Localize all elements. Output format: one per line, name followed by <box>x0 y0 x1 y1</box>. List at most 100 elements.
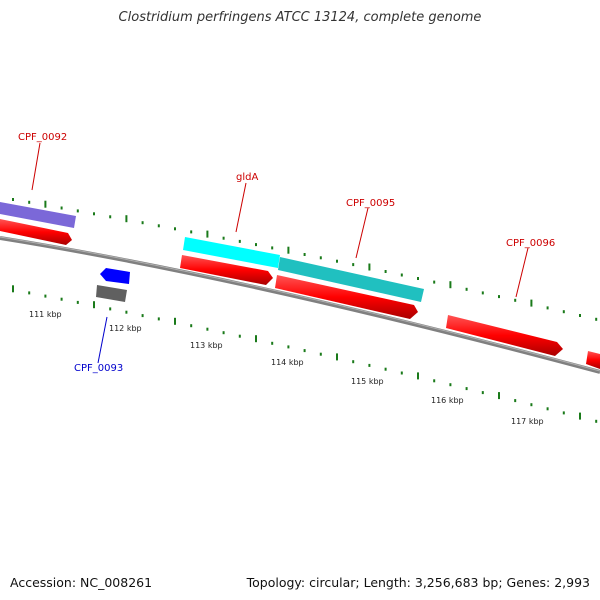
scale-label-115: 115 kbp <box>351 377 384 386</box>
major-tick <box>125 215 128 223</box>
minor-tick <box>352 263 355 267</box>
minor-tick <box>12 198 14 201</box>
major-tick <box>93 301 95 309</box>
minor-tick <box>579 314 581 317</box>
leader-cpf-0093 <box>97 316 108 364</box>
minor-tick <box>76 300 79 304</box>
minor-tick <box>562 411 565 415</box>
leader-cpf-0096 <box>515 247 529 298</box>
minor-tick <box>530 403 533 407</box>
label-cpf-0096: CPF_0096 <box>506 238 555 249</box>
major-tick <box>498 392 500 400</box>
minor-tick <box>28 200 31 204</box>
minor-tick <box>287 345 290 349</box>
minor-tick <box>400 273 403 277</box>
minor-tick <box>157 224 160 228</box>
minor-tick <box>514 298 517 302</box>
minor-tick <box>433 379 436 383</box>
minor-tick <box>141 221 144 225</box>
label-glda: gldA <box>236 172 258 183</box>
minor-tick <box>319 352 322 356</box>
gene-glda-bar[interactable] <box>183 237 280 268</box>
leader-cpf-0095 <box>355 207 369 259</box>
major-tick <box>579 412 581 420</box>
major-tick <box>44 200 47 208</box>
gene-cpf-0092-bar[interactable] <box>0 202 76 228</box>
minor-tick <box>595 317 598 321</box>
map-title: Clostridium perfringens ATCC 13124, comp… <box>118 10 482 25</box>
major-tick <box>174 317 176 325</box>
label-cpf-0095: CPF_0095 <box>346 198 395 209</box>
minor-tick <box>384 270 387 273</box>
minor-tick <box>336 259 338 263</box>
minor-tick <box>222 331 225 335</box>
minor-tick <box>271 246 274 250</box>
major-tick <box>287 246 290 254</box>
minor-tick <box>433 280 436 284</box>
major-tick <box>336 353 338 361</box>
minor-tick <box>514 399 517 403</box>
label-cpf-0092: CPF_0092 <box>18 132 67 143</box>
scale-label-117: 117 kbp <box>511 417 544 426</box>
inner-tick-track <box>12 285 598 423</box>
minor-tick <box>498 295 500 299</box>
minor-tick <box>481 391 484 395</box>
genome-backbone <box>0 236 600 374</box>
cds-arrow-4[interactable] <box>446 315 563 356</box>
major-tick <box>12 285 14 293</box>
gene-cpf-0093-arrow[interactable] <box>100 268 130 284</box>
minor-tick <box>481 291 484 295</box>
minor-tick <box>238 239 241 243</box>
major-tick <box>417 372 419 380</box>
minor-tick <box>206 327 209 331</box>
minor-tick <box>157 317 160 321</box>
genome-backbone-highlight <box>0 236 600 372</box>
outer-tick-track <box>12 198 598 321</box>
gene-cpf-0093-gray[interactable] <box>96 285 127 302</box>
minor-tick <box>368 363 371 367</box>
minor-tick <box>238 334 241 338</box>
minor-tick <box>60 206 63 210</box>
minor-tick <box>546 306 549 310</box>
minor-tick <box>109 215 112 219</box>
minor-tick <box>44 294 47 298</box>
minor-tick <box>546 407 549 411</box>
minor-tick <box>352 360 355 364</box>
minor-tick <box>400 371 403 375</box>
major-tick <box>449 281 452 289</box>
gene-cpf-0095-bar[interactable] <box>278 257 424 302</box>
scale-label-111: 111 kbp <box>29 310 62 319</box>
minor-tick <box>384 367 387 371</box>
genome-summary-text: Topology: circular; Length: 3,256,683 bp… <box>246 575 590 590</box>
leader-cpf-0092 <box>31 142 41 191</box>
cds-arrow-5[interactable] <box>586 351 600 369</box>
minor-tick <box>303 253 306 256</box>
minor-tick <box>222 236 225 240</box>
minor-tick <box>60 297 63 301</box>
minor-tick <box>595 419 598 423</box>
minor-tick <box>125 310 128 314</box>
leader-glda <box>235 182 247 233</box>
minor-tick <box>417 277 419 280</box>
minor-tick <box>319 256 322 260</box>
minor-tick <box>28 291 31 295</box>
minor-tick <box>174 227 176 231</box>
label-cpf-0093: CPF_0093 <box>74 363 123 374</box>
scale-label-112: 112 kbp <box>109 324 142 333</box>
accession-text: Accession: NC_008261 <box>10 575 153 590</box>
minor-tick <box>76 209 79 213</box>
major-tick <box>255 335 257 343</box>
cds-arrow-1[interactable] <box>0 219 72 245</box>
minor-tick <box>141 314 144 318</box>
minor-tick <box>109 307 112 311</box>
major-tick <box>368 263 371 271</box>
scale-label-114: 114 kbp <box>271 358 304 367</box>
minor-tick <box>190 324 193 328</box>
major-tick <box>530 299 533 307</box>
cds-arrow-2[interactable] <box>180 255 273 285</box>
minor-tick <box>562 310 565 314</box>
cds-arrow-3[interactable] <box>275 275 418 319</box>
major-tick <box>206 230 209 238</box>
minor-tick <box>449 383 452 387</box>
